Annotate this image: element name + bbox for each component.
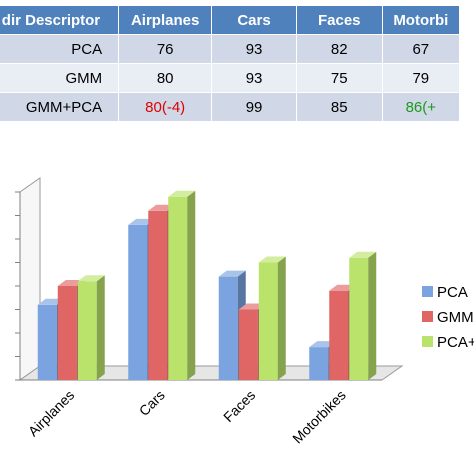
bar-gmm-motorbikes — [329, 290, 349, 380]
bar-pca-cars — [168, 196, 188, 380]
legend-swatch — [422, 311, 433, 322]
table-cell: 86(+ — [381, 92, 461, 122]
bar-top — [168, 190, 196, 197]
bar-pca-motorbikes — [349, 257, 369, 380]
row-label: PCA — [0, 34, 120, 64]
bar-pca-cars — [128, 224, 148, 380]
table-cell: 85 — [295, 92, 383, 122]
x-tick-label: Cars — [136, 387, 168, 419]
table-header-descriptor: dir Descriptor — [0, 5, 120, 35]
table-row: GMM 80 93 75 79 — [0, 63, 461, 93]
bar-gmm-airplanes — [57, 286, 77, 380]
x-tick-label: Airplanes — [25, 387, 78, 440]
table-cell: 82 — [295, 34, 383, 64]
bar-top — [77, 275, 105, 282]
table-cell: 79 — [381, 63, 461, 93]
bar-side — [368, 251, 377, 380]
row-label: GMM+PCA — [0, 92, 120, 122]
bar-pca-airplanes — [37, 304, 57, 380]
x-tick-label: Faces — [220, 387, 258, 425]
legend-swatch — [422, 336, 433, 347]
bar-side — [187, 190, 196, 380]
bar-side — [96, 275, 105, 380]
table-header-cars: Cars — [211, 5, 297, 35]
bar-pca-faces — [218, 276, 238, 380]
bar-gmm-cars — [148, 210, 168, 380]
table-row: GMM+PCA 80(-4) 99 85 86(+ — [0, 92, 461, 122]
bar-top — [218, 270, 246, 277]
table-cell: 76 — [118, 34, 213, 64]
table-header-motorbikes: Motorbi — [381, 5, 461, 35]
legend-label: PCA — [437, 284, 468, 301]
legend-swatch — [422, 286, 433, 297]
bar-pca-motorbikes — [309, 347, 329, 380]
table-cell: 93 — [211, 34, 297, 64]
chart-side-wall — [19, 177, 41, 381]
table-cell: 93 — [211, 63, 297, 93]
results-table: dir Descriptor Airplanes Cars Faces Moto… — [0, 5, 461, 122]
table-row: PCA 76 93 82 67 — [0, 34, 461, 64]
legend-label: GMM — [437, 309, 474, 326]
bar-gmm-faces — [238, 309, 258, 380]
bar-side — [277, 256, 286, 380]
table-cell: 80(-4) — [118, 92, 213, 122]
x-tick-label: Motorbikes — [289, 387, 349, 447]
bar-top — [258, 256, 286, 263]
bar-pca-airplanes — [77, 281, 97, 380]
row-label: GMM — [0, 63, 120, 93]
table-cell: 99 — [211, 92, 297, 122]
bar-pca-faces — [258, 262, 278, 380]
legend-label: PCA+ — [437, 334, 474, 351]
table-cell: 80 — [118, 63, 213, 93]
bar-top — [349, 251, 377, 258]
